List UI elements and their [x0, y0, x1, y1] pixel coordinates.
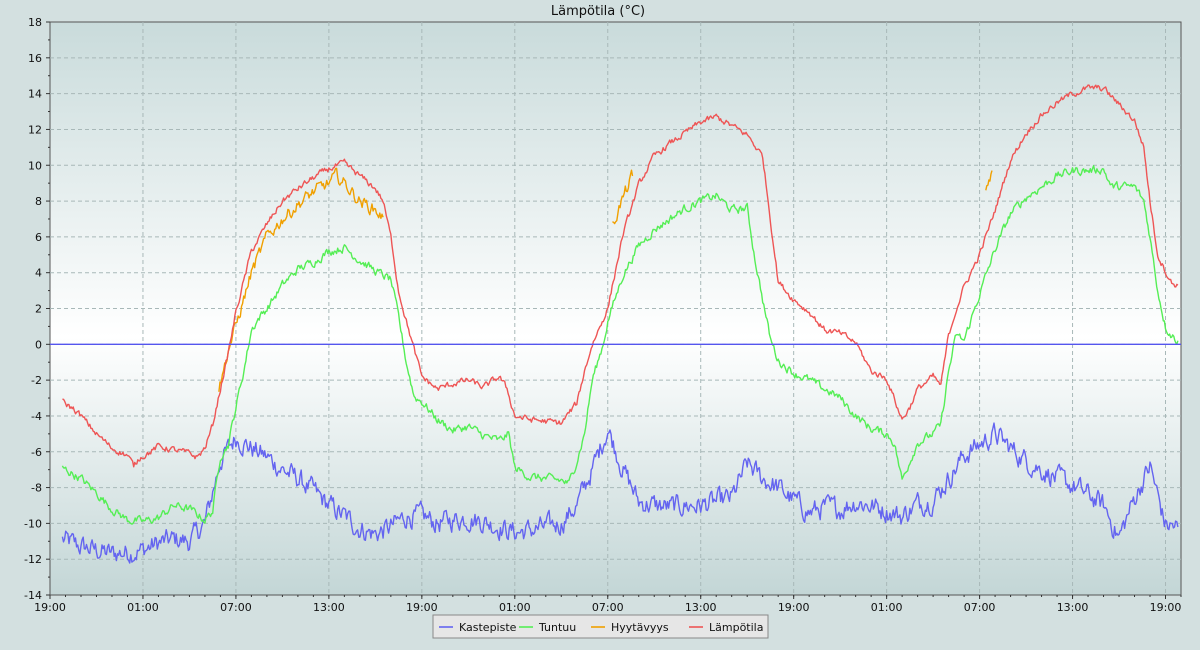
y-tick-label: 4 — [35, 267, 42, 280]
series-line-1 — [61, 165, 1179, 525]
y-tick-label: -6 — [31, 446, 42, 459]
x-tick-label: 07:00 — [220, 601, 252, 614]
series-layer — [50, 84, 1181, 564]
legend-label: Tuntuu — [538, 621, 576, 634]
grid-lines — [50, 22, 1181, 595]
y-tick-label: -2 — [31, 374, 42, 387]
legend-label: Kastepiste — [459, 621, 517, 634]
x-tick-label: 19:00 — [1150, 601, 1182, 614]
x-tick-label: 01:00 — [871, 601, 903, 614]
plot-area — [49, 21, 1182, 596]
chart-title: Lämpötila (°C) — [551, 4, 645, 19]
y-tick-label: 8 — [35, 195, 42, 208]
y-tick-label: 16 — [28, 52, 42, 65]
x-tick-label: 13:00 — [313, 601, 345, 614]
y-tick-label: -8 — [31, 482, 42, 495]
y-tick-label: 10 — [28, 159, 42, 172]
x-tick-label: 13:00 — [1057, 601, 1089, 614]
x-tick-label: 07:00 — [592, 601, 624, 614]
legend: Kastepiste Tuntuu Hyytävyys Lämpötila — [432, 614, 769, 639]
x-tick-label: 19:00 — [406, 601, 438, 614]
series-line-2 — [612, 169, 634, 225]
x-tick-label: 01:00 — [499, 601, 531, 614]
series-line-0 — [61, 422, 1179, 564]
x-tick-label: 13:00 — [685, 601, 717, 614]
y-tick-label: -14 — [24, 589, 42, 602]
series-line-3 — [62, 84, 1179, 468]
y-tick-label: 14 — [28, 88, 42, 101]
x-tick-label: 01:00 — [127, 601, 159, 614]
legend-label: Lämpötila — [709, 621, 763, 634]
y-tick-label: 0 — [35, 338, 42, 351]
y-tick-label: -4 — [31, 410, 42, 423]
x-tick-label: 19:00 — [34, 601, 66, 614]
legend-label: Hyytävyys — [611, 621, 669, 634]
y-tick-label: -10 — [24, 517, 42, 530]
y-tick-label: 6 — [35, 231, 42, 244]
y-tick-label: 18 — [28, 16, 42, 29]
x-tick-label: 19:00 — [778, 601, 810, 614]
series-line-2 — [985, 170, 993, 191]
y-tick-label: 2 — [35, 303, 42, 316]
y-tick-label: -12 — [24, 553, 42, 566]
x-tick-label: 07:00 — [964, 601, 996, 614]
y-tick-label: 12 — [28, 123, 42, 136]
axes: -14 -12 -10 -8 -6 -4 -2 0 2 4 6 8 10 12 14 16 18 19:00 01:… — [24, 16, 1182, 614]
series-line-2 — [218, 167, 384, 392]
